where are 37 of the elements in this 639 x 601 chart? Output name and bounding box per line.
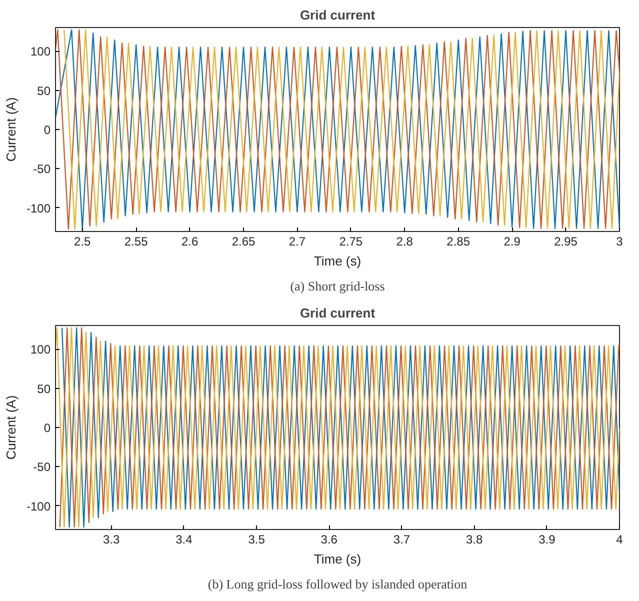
text: (a) Short grid-loss xyxy=(290,278,385,294)
y-axis-title: Current (A) xyxy=(3,395,18,460)
x-tick-label: 3.3 xyxy=(103,532,120,546)
y-tick-label: 100 xyxy=(30,342,51,357)
y-tick-label: 100 xyxy=(30,44,51,59)
x-tick-label: 2.85 xyxy=(446,234,470,248)
x-tick-label: 2.9 xyxy=(504,234,521,248)
x-tick-label: 2.65 xyxy=(232,234,256,248)
x-axis-title: Time (s) xyxy=(314,552,362,566)
x-axis-title: Time (s) xyxy=(314,254,362,268)
x-tick-label: 2.6 xyxy=(181,234,198,248)
y-tick-label: -50 xyxy=(33,460,51,474)
x-tick-label: 2.55 xyxy=(124,234,148,248)
x-tick-label: 2.95 xyxy=(554,234,578,248)
x-tick-label: 3.8 xyxy=(466,532,483,546)
text: (b) Long grid-loss followed by islanded operation xyxy=(208,576,468,592)
y-tick-label: -50 xyxy=(33,162,51,176)
y-tick-label: 50 xyxy=(37,382,51,396)
chart-title: Grid current xyxy=(300,8,376,22)
y-tick-label: 0 xyxy=(44,421,51,435)
x-tick-label: 2.8 xyxy=(396,234,414,248)
y-axis-title: Current (A) xyxy=(3,97,18,162)
x-tick-label: 3.7 xyxy=(393,532,410,546)
chart-title: Grid current xyxy=(300,306,376,320)
x-tick-label: 3.6 xyxy=(320,532,338,546)
y-tick-label: -100 xyxy=(26,201,51,216)
x-tick-label: 3.5 xyxy=(248,532,266,546)
y-tick-label: 50 xyxy=(37,84,51,98)
x-tick-label: 3.9 xyxy=(538,532,556,546)
y-tick-label: 0 xyxy=(44,123,51,137)
x-tick-label: 2.7 xyxy=(288,234,306,248)
x-tick-label: 2.5 xyxy=(74,234,92,248)
y-tick-label: -100 xyxy=(26,499,51,514)
x-tick-label: 3 xyxy=(616,234,624,248)
x-tick-label: 4 xyxy=(616,532,624,546)
x-tick-label: 2.75 xyxy=(339,234,363,248)
x-tick-label: 3.4 xyxy=(176,532,193,546)
